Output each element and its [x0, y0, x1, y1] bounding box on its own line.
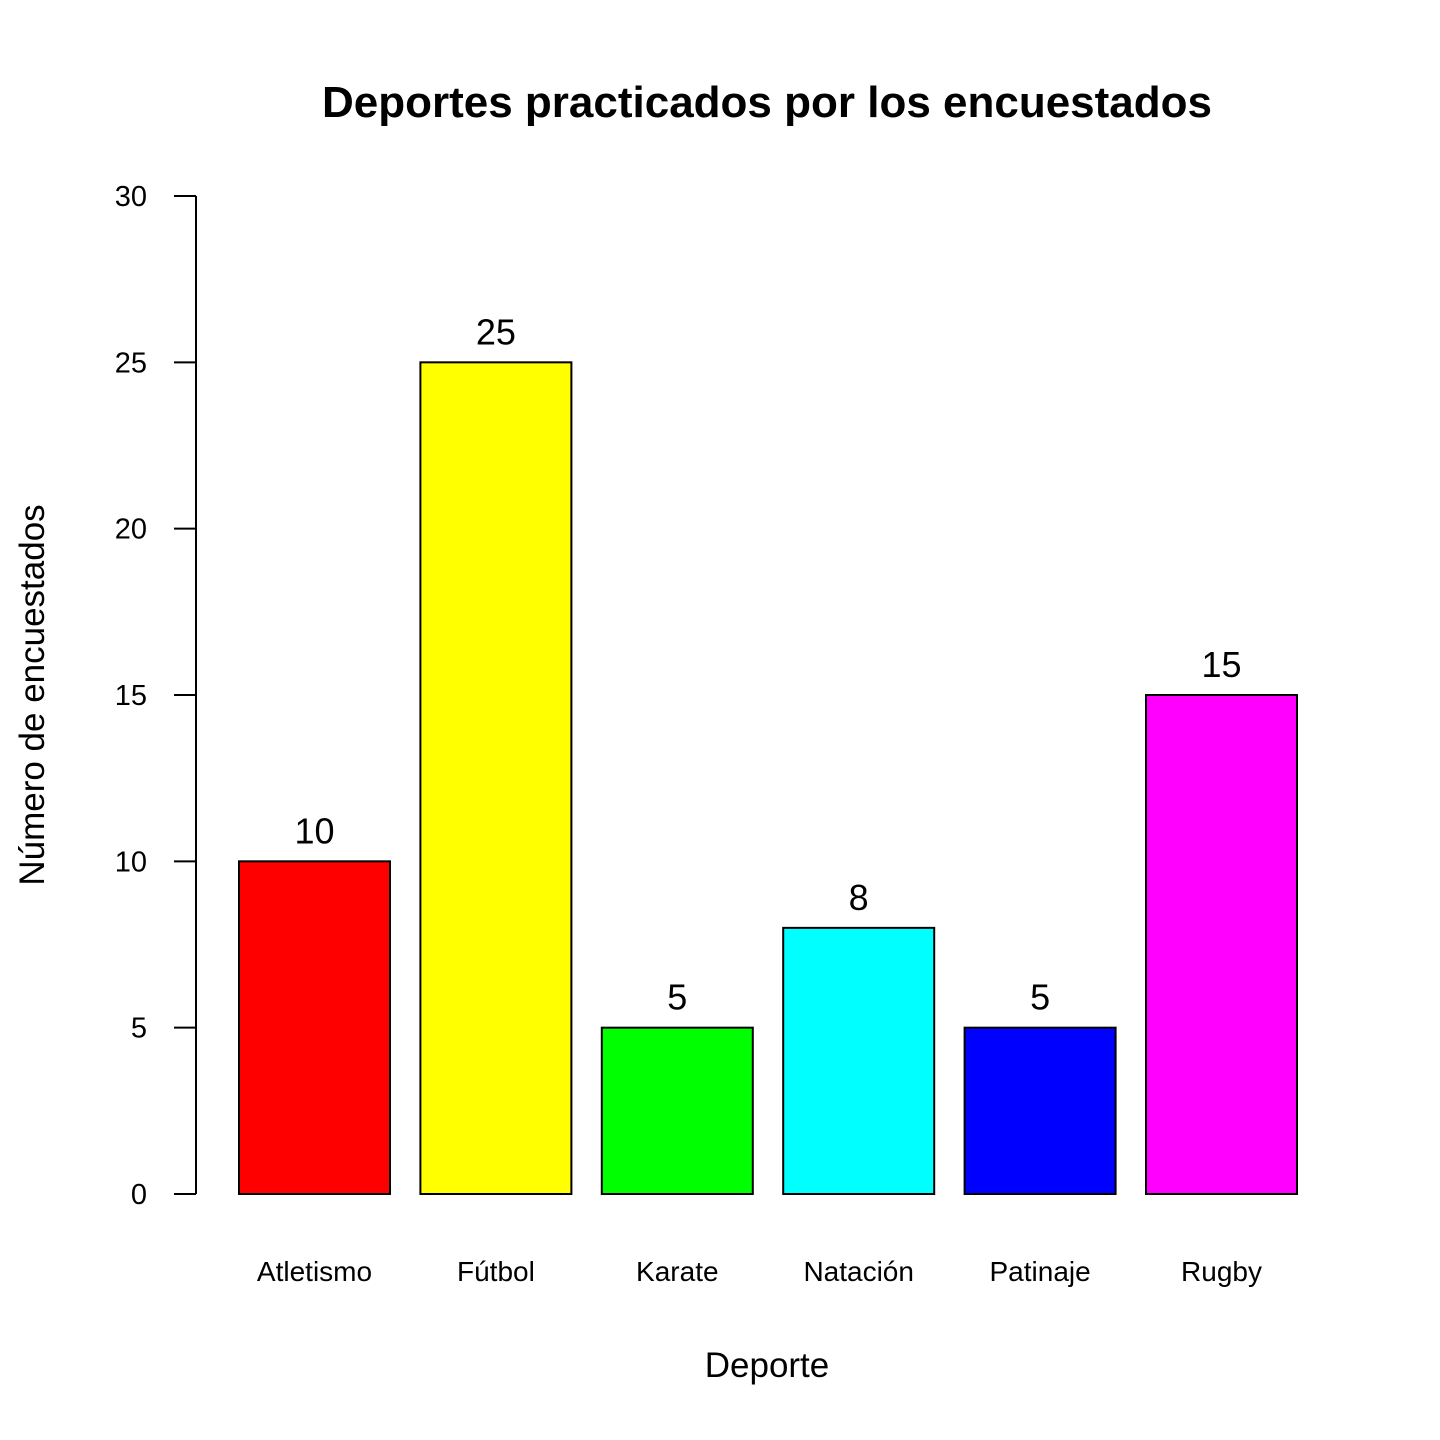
bar-data-label: 8 [849, 877, 869, 918]
y-tick-label: 25 [115, 347, 147, 379]
bar [238, 860, 391, 1195]
bar-data-label: 15 [1201, 644, 1241, 685]
y-tick-label: 15 [115, 680, 147, 712]
y-tick-label: 30 [115, 181, 147, 213]
bar [782, 926, 936, 1195]
bar-data-label: 10 [294, 810, 334, 851]
y-axis-title: Número de encuestados [13, 504, 52, 885]
y-tick-label: 10 [115, 846, 147, 878]
x-category-label: Fútbol [457, 1256, 535, 1287]
bar [600, 1026, 754, 1195]
bar [419, 361, 573, 1196]
x-category-label: Atletismo [257, 1256, 372, 1287]
x-axis-labels: Atletismo Fútbol Karate Natación Patinaje Rug… [257, 1256, 1262, 1287]
chart-title: Deportes practicados por los encuestados [322, 78, 1212, 127]
x-category-label: Patinaje [990, 1256, 1091, 1287]
x-category-label: Karate [636, 1256, 719, 1287]
y-tick-label: 0 [131, 1179, 147, 1211]
bar [963, 1026, 1117, 1195]
bar [1145, 694, 1298, 1195]
y-tick-label: 5 [131, 1013, 147, 1045]
bar-data-label: 5 [667, 977, 687, 1018]
bar-data-label: 5 [1030, 977, 1050, 1018]
x-category-label: Rugby [1181, 1256, 1262, 1287]
y-tick-label: 20 [115, 514, 147, 546]
x-category-label: Natación [803, 1256, 914, 1287]
x-axis-title: Deporte [705, 1346, 830, 1385]
bars-group [238, 361, 1298, 1196]
data-labels-group: 10 25 5 8 5 15 [294, 311, 1241, 1017]
bar-data-label: 25 [476, 311, 516, 352]
y-axis: 0 5 10 15 20 25 30 [115, 181, 197, 1211]
